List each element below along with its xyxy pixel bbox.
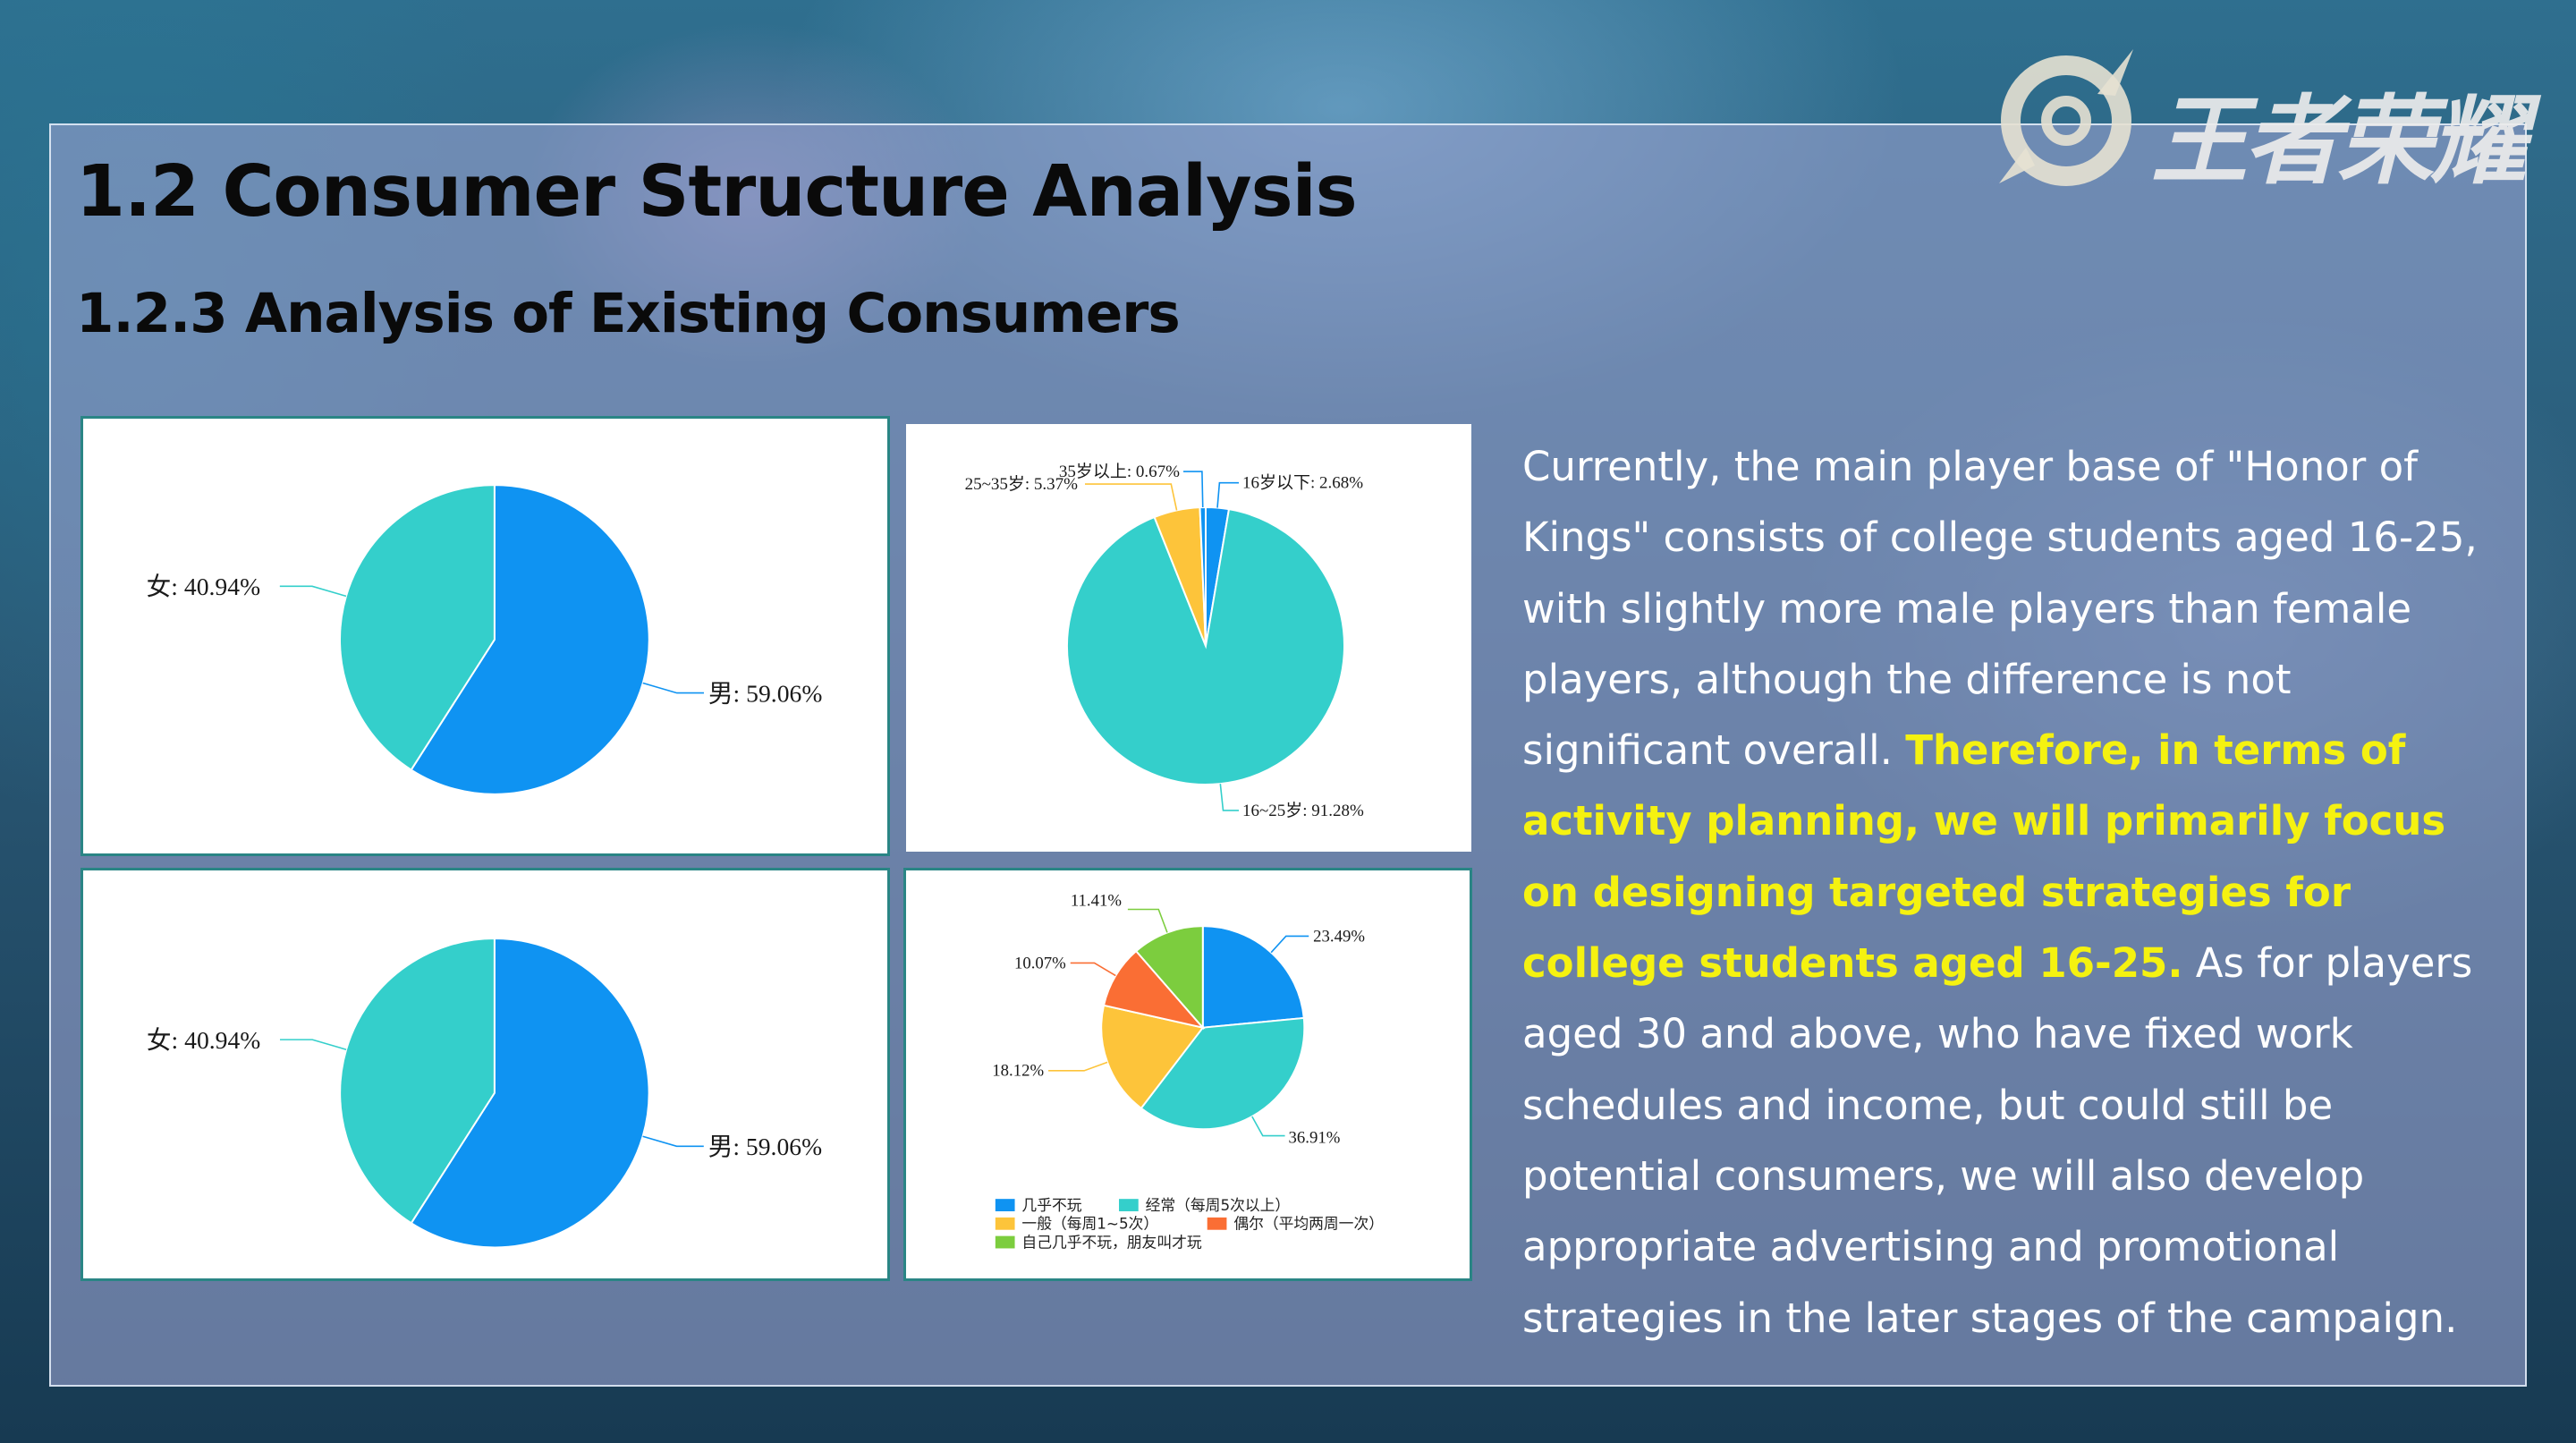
legend-label-0: 几乎不玩: [1021, 1196, 1081, 1214]
pie-slice-0: [410, 484, 650, 795]
legend-swatch-4: [995, 1235, 1015, 1249]
data-label-3: 35岁以上: 0.67%: [1059, 462, 1180, 481]
legend-swatch-2: [995, 1217, 1015, 1230]
page-title: 1.2 Consumer Structure Analysis: [76, 150, 1358, 233]
gender-pie-chart-top: 男: 59.06% 女: 40.94%: [147, 484, 822, 795]
gender-pie-chart-bottom: 男: 59.06% 女: 40.94%: [147, 938, 822, 1249]
data-label-1: 36.91%: [1289, 1128, 1341, 1147]
leader-line-2: [1085, 483, 1178, 511]
legend-label-2: 一般（每周1~5次）: [1021, 1215, 1158, 1233]
data-label-2: 18.12%: [992, 1062, 1044, 1081]
description-highlight: Therefore, in terms of activity planning…: [1522, 726, 2446, 988]
data-label-3: 10.07%: [1014, 954, 1066, 972]
leader-line-1: [279, 585, 347, 598]
leader-line-0: [1270, 935, 1309, 954]
leader-line-3: [1183, 471, 1204, 508]
logo-text: 王者荣耀: [2151, 86, 2527, 198]
game-logo: 王者荣耀: [1990, 40, 2536, 198]
data-label-0: 16岁以下: 2.68%: [1242, 473, 1363, 493]
leader-line-3: [1070, 962, 1116, 977]
pie-slice-1: [339, 938, 496, 1225]
pie-slice-3: [1102, 949, 1206, 1030]
data-label-2: 25~35岁: 5.37%: [965, 474, 1079, 494]
age-pie-chart: 16岁以下: 2.68% 16~25岁: 91.28% 25~35岁: 5.37%3…: [965, 462, 1364, 820]
leader-line-4: [1127, 908, 1168, 933]
page-subtitle: 1.2.3 Analysis of Existing Consumers: [76, 282, 1181, 345]
leader-line-0: [642, 1135, 704, 1148]
legend-label-1: 经常（每周5次以上）: [1146, 1196, 1291, 1214]
legend-swatch-3: [1207, 1217, 1227, 1230]
leader-line-0: [642, 682, 704, 694]
legend-swatch-0: [995, 1199, 1015, 1211]
data-label-1: 16~25岁: 91.28%: [1242, 801, 1364, 820]
gender-pie-card-top: 男: 59.06% 女: 40.94%: [80, 416, 890, 856]
leader-line-1: [1251, 1116, 1285, 1137]
leader-line-1: [280, 1039, 347, 1050]
data-label-4: 11.41%: [1071, 892, 1122, 911]
frequency-pie-chart: 23.49% 36.91% 18.12% 10.07% 11.41% 几乎不玩 经常（每周5…: [992, 892, 1384, 1252]
data-label-0: 23.49%: [1313, 927, 1365, 946]
legend-swatch-1: [1119, 1199, 1139, 1211]
legend-label-4: 自己几乎不玩，朋友叫才玩: [1021, 1233, 1201, 1251]
legend-label-3: 偶尔（平均两周一次）: [1233, 1215, 1384, 1233]
leader-line-0: [1216, 481, 1239, 508]
age-pie-card: 16岁以下: 2.68% 16~25岁: 91.28% 25~35岁: 5.37% 3…: [906, 424, 1471, 852]
logo-emblem-icon: [1999, 49, 2133, 186]
pie-slice-2: [1100, 1004, 1205, 1110]
data-label-1: 女: 40.94%: [147, 573, 260, 600]
pie-slice-0: [1201, 925, 1305, 1029]
description-part2: As for players aged 30 and above, who ha…: [1522, 939, 2473, 1342]
gender-pie-card-bottom: 男: 59.06% 女: 40.94%: [80, 868, 890, 1281]
description-text: Currently, the main player base of "Hono…: [1522, 431, 2488, 1354]
leader-line-2: [1048, 1061, 1108, 1072]
pie-slice-1: [339, 484, 496, 771]
frequency-pie-card: 23.49% 36.91% 18.12% 10.07% 11.41% 几乎不玩 经常（每周5…: [903, 868, 1472, 1281]
data-label-1: 女: 40.94%: [147, 1026, 260, 1054]
leader-line-1: [1219, 784, 1239, 811]
data-label-0: 男: 59.06%: [708, 679, 822, 707]
description-part1: Currently, the main player base of "Hono…: [1522, 443, 2478, 775]
data-label-0: 男: 59.06%: [708, 1133, 822, 1160]
pie-slice-0: [410, 938, 650, 1249]
